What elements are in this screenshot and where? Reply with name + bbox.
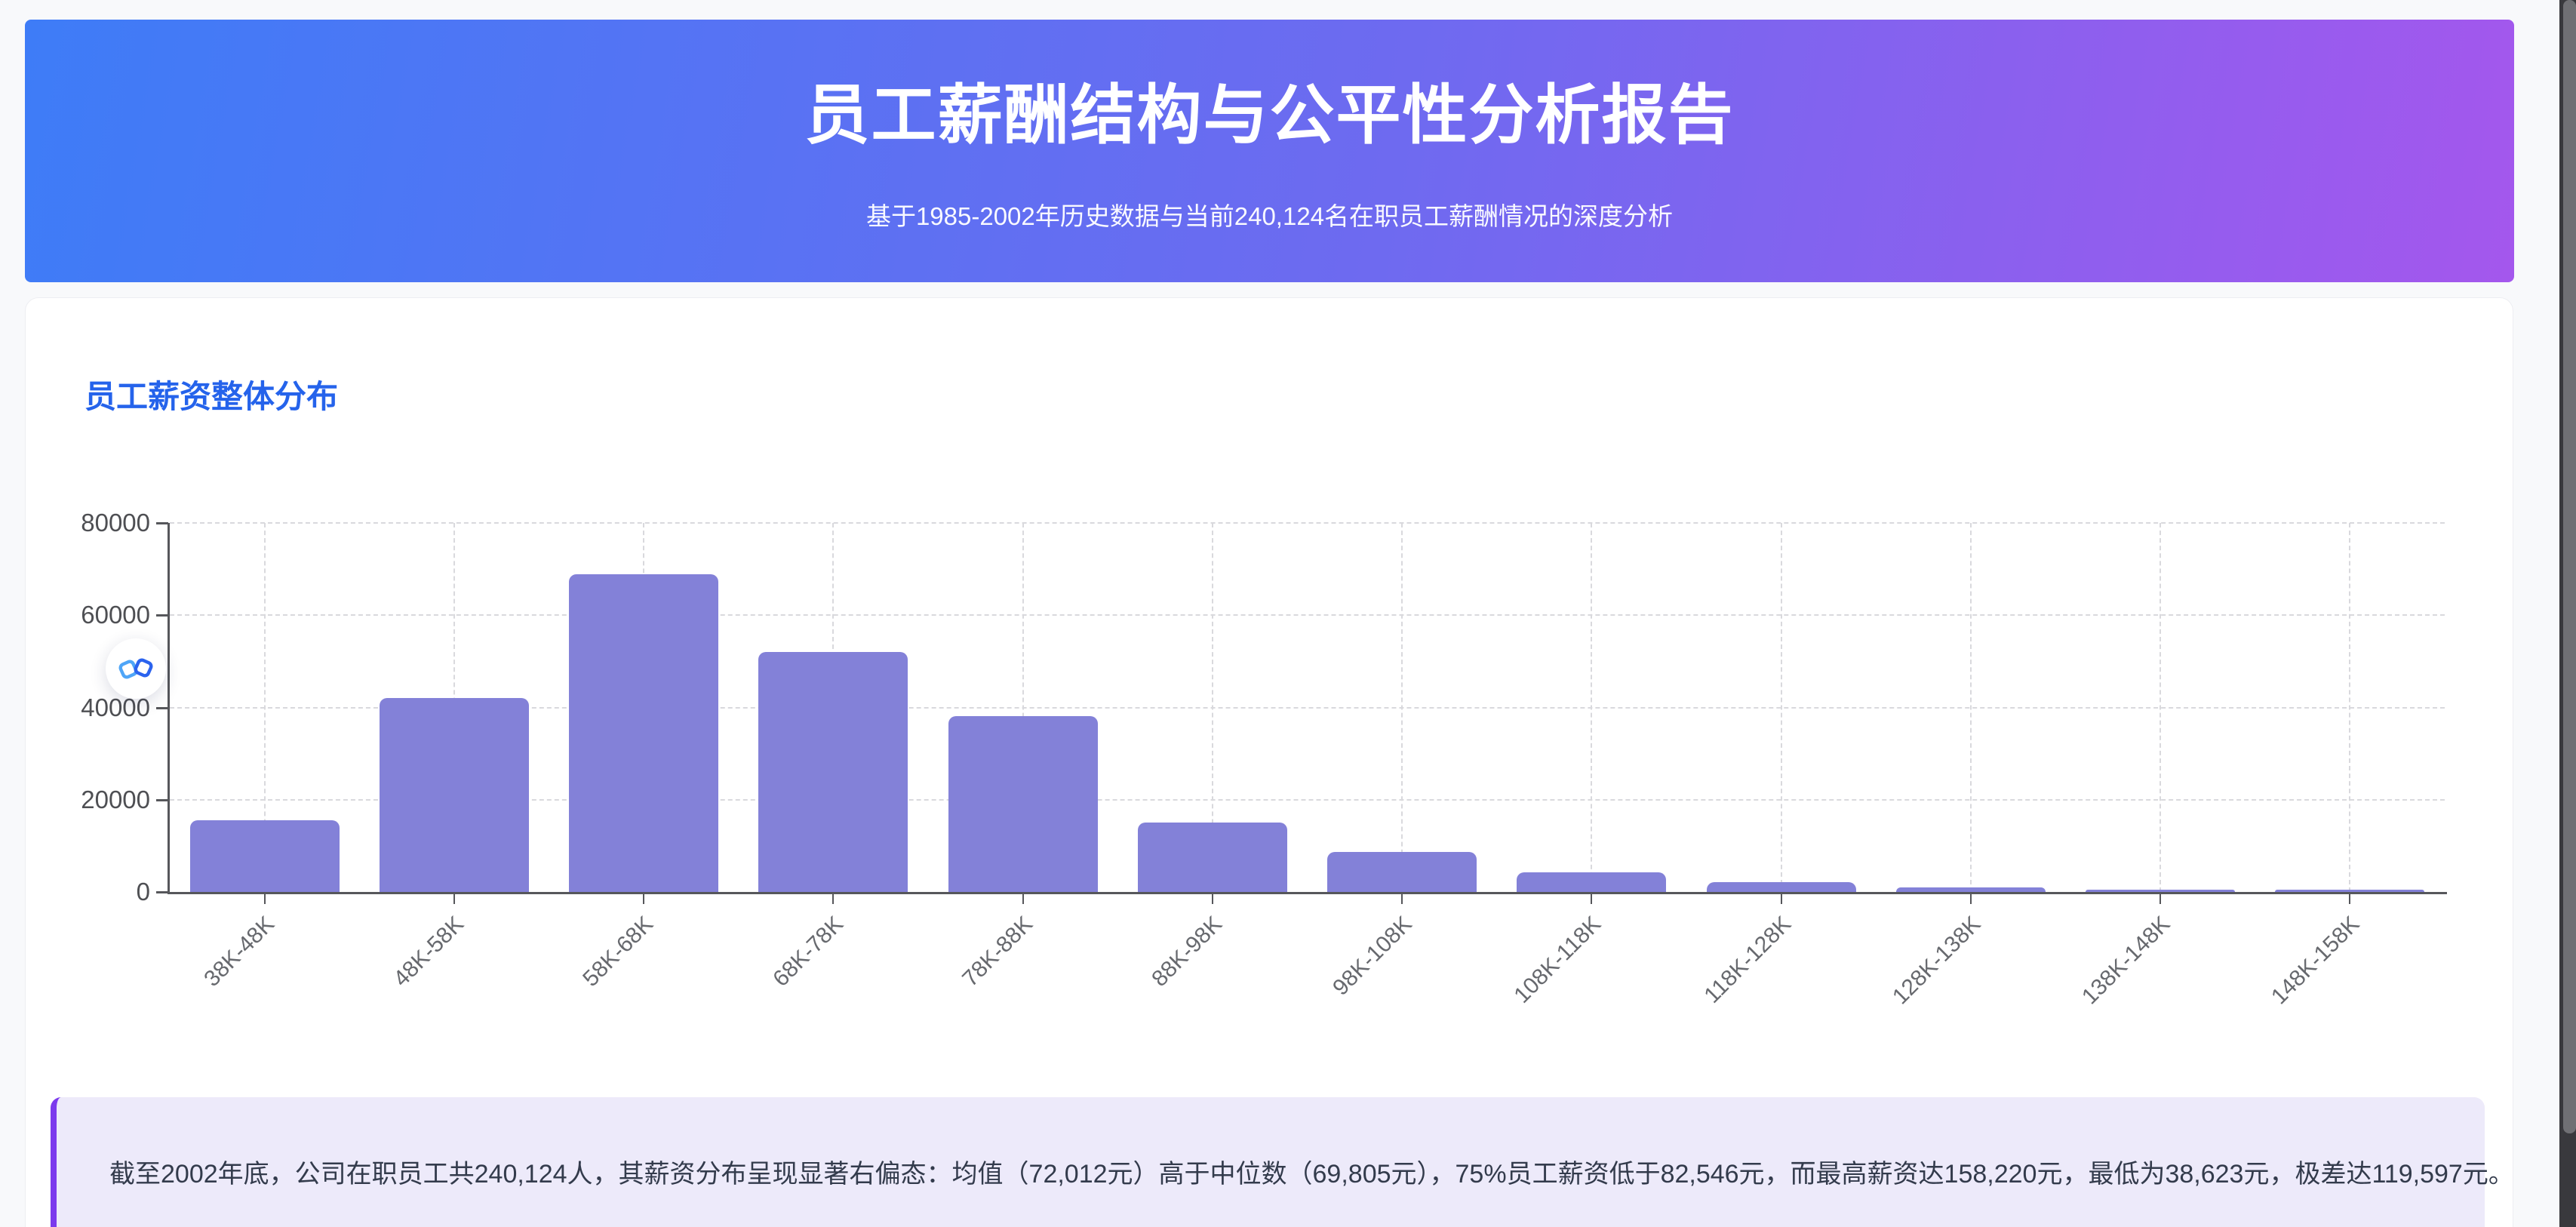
- bar[interactable]: [2086, 890, 2236, 892]
- bar[interactable]: [1517, 872, 1667, 892]
- bar[interactable]: [1327, 852, 1477, 892]
- x-axis-tick: [1211, 894, 1213, 904]
- y-axis-label: 20000: [81, 785, 150, 813]
- y-axis-line: [168, 523, 170, 894]
- link-infinity-icon: [117, 656, 155, 681]
- x-axis-tick: [1969, 894, 1972, 904]
- x-axis-tick: [1022, 894, 1024, 904]
- y-gridline: [170, 614, 2445, 617]
- page-title: 员工薪酬结构与公平性分析报告: [804, 79, 1735, 152]
- floating-logo-button[interactable]: [106, 638, 166, 699]
- bar[interactable]: [1895, 887, 2046, 892]
- y-axis-label: 60000: [81, 601, 150, 629]
- y-axis-label: 80000: [81, 509, 150, 537]
- bar[interactable]: [758, 652, 908, 892]
- bar[interactable]: [1137, 822, 1287, 892]
- x-axis-tick: [263, 894, 266, 904]
- scrollbar-thumb[interactable]: [2563, 0, 2576, 1133]
- x-axis-tick: [1591, 894, 1593, 904]
- y-axis-tick: [156, 614, 168, 617]
- summary-box: 截至2002年底，公司在职员工共240,124人，其薪资分布呈现显著右偏态：均值…: [51, 1097, 2514, 1227]
- x-axis-tick: [1401, 894, 1403, 904]
- x-axis-tick: [2349, 894, 2351, 904]
- x-axis-tick: [832, 894, 835, 904]
- x-axis-tick: [643, 894, 645, 904]
- x-axis-tick: [2159, 894, 2162, 904]
- report-header-banner: 员工薪酬结构与公平性分析报告 基于1985-2002年历史数据与当前240,12…: [25, 20, 2514, 282]
- scrollbar-track[interactable]: [2559, 0, 2576, 1227]
- page-subtitle: 基于1985-2002年历史数据与当前240,124名在职员工薪酬情况的深度分析: [865, 202, 1674, 230]
- bar[interactable]: [1706, 881, 1856, 892]
- x-axis-tick: [1780, 894, 1782, 904]
- x-axis-line: [168, 892, 2447, 894]
- y-gridline: [170, 798, 2445, 801]
- bar[interactable]: [948, 715, 1098, 892]
- y-axis-tick: [156, 798, 168, 801]
- y-gridline: [170, 522, 2445, 524]
- bar[interactable]: [379, 698, 529, 892]
- bar[interactable]: [569, 574, 719, 892]
- summary-text: 截至2002年底，公司在职员工共240,124人，其薪资分布呈现显著右偏态：均值…: [109, 1160, 2514, 1189]
- bar[interactable]: [2275, 890, 2425, 892]
- section-title: 员工薪资整体分布: [85, 379, 339, 414]
- x-axis-tick: [453, 894, 455, 904]
- y-axis-tick: [156, 522, 168, 524]
- bar[interactable]: [189, 820, 340, 892]
- y-axis-label: 0: [136, 878, 150, 906]
- y-axis-tick: [156, 891, 168, 893]
- y-axis-tick: [156, 706, 168, 709]
- y-gridline: [170, 706, 2445, 709]
